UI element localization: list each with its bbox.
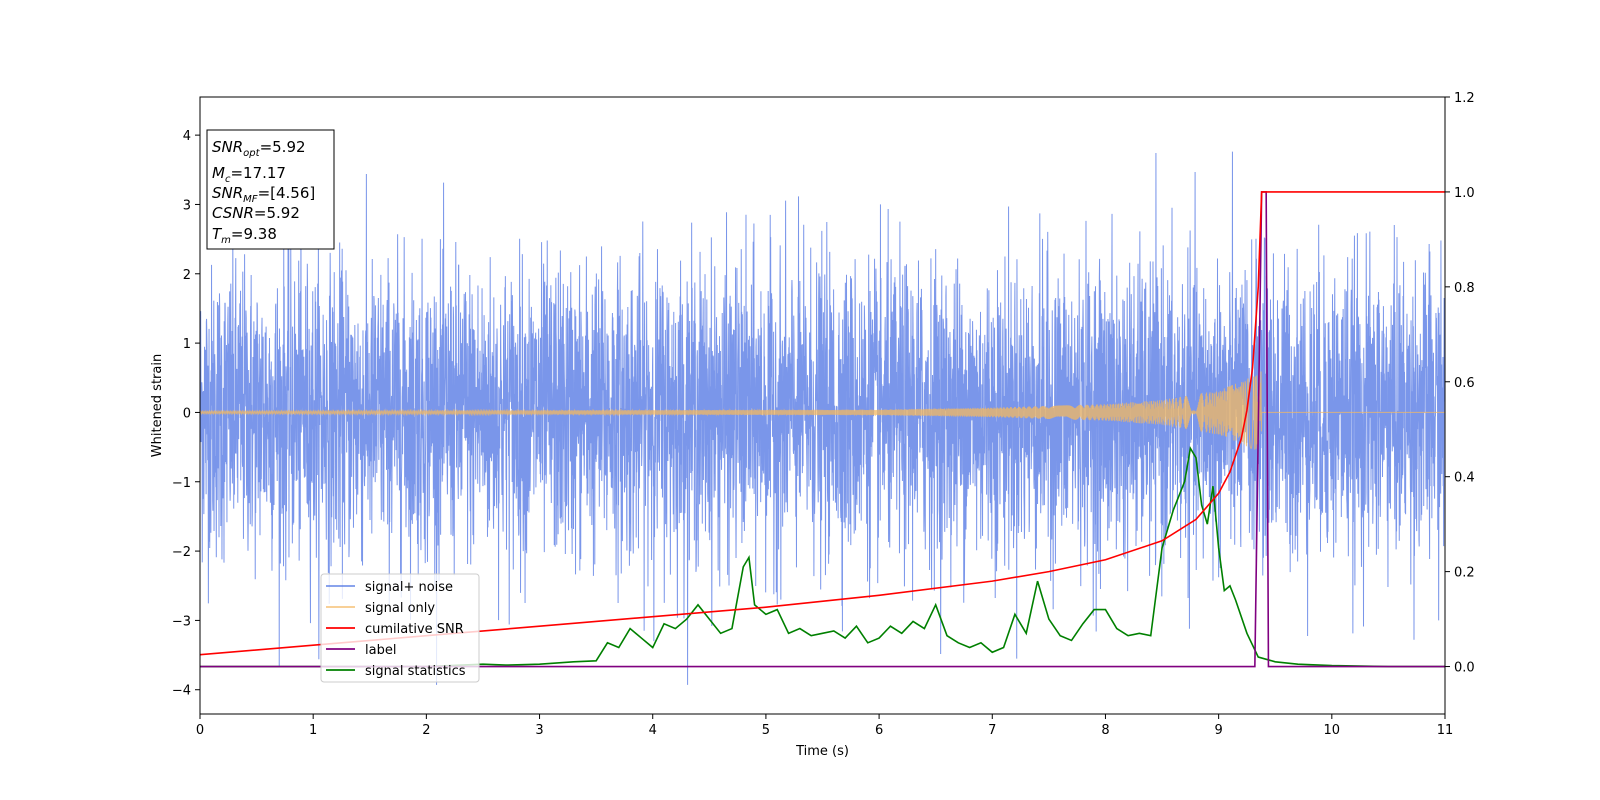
legend-entry: label: [365, 643, 396, 658]
info-box-line: SNRopt=5.92: [212, 138, 306, 159]
x-tick-label: 3: [535, 723, 543, 738]
y-left-tick-label: −3: [172, 614, 191, 629]
axes: 0 1 2 3 4 5 6 7 8 9 10 11 −4 −3 −2 −1 0 1 2 3 4 0.0 0.2 0.4 0.6 0…: [172, 91, 1475, 738]
y-left-tick-label: −4: [172, 684, 191, 699]
y-left-tick-label: −1: [172, 476, 191, 491]
y-right-tick-label: 0.8: [1454, 281, 1475, 296]
y-left-tick-label: 4: [183, 129, 191, 144]
info-box-line: Tm=9.38: [212, 225, 277, 246]
legend-entry: signal statistics: [365, 664, 466, 679]
info-box-line: CSNR=5.92: [212, 204, 300, 222]
x-tick-label: 11: [1437, 723, 1454, 738]
info-box-line: SNRMF=[4.56]: [212, 184, 315, 205]
y-right-tick-label: 0.4: [1454, 471, 1475, 486]
x-tick-label: 5: [762, 723, 770, 738]
legend-entry: cumilative SNR: [365, 622, 464, 637]
y-left-tick-label: 2: [183, 268, 191, 283]
x-tick-label: 4: [649, 723, 657, 738]
y-axis-label: Whitened strain: [150, 354, 165, 457]
x-tick-label: 7: [988, 723, 996, 738]
y-right-tick-label: 0.0: [1454, 661, 1475, 676]
legend: signal+ noise signal only cumilative SNR la…: [320, 573, 480, 683]
y-left-tick-label: 3: [183, 198, 191, 213]
y-right-tick-label: 1.2: [1454, 91, 1475, 106]
x-tick-label: 10: [1324, 723, 1341, 738]
info-box: SNRopt=5.92 Mc=17.17SNRMF=[4.56]CSNR=5.92…: [206, 129, 335, 250]
y-right-tick-label: 0.6: [1454, 376, 1475, 391]
x-tick-label: 8: [1101, 723, 1109, 738]
info-box-frame: [206, 129, 335, 250]
y-right-tick-label: 1.0: [1454, 186, 1475, 201]
series-signal-noise-line: [200, 151, 1445, 685]
info-box-line: Mc=17.17: [212, 164, 286, 185]
x-tick-label: 9: [1214, 723, 1222, 738]
legend-entry: signal only: [365, 601, 435, 616]
plot-area: [200, 151, 1445, 685]
y-right-tick-label: 0.2: [1454, 566, 1475, 581]
y-left-tick-label: 0: [183, 406, 191, 421]
x-tick-label: 0: [196, 723, 204, 738]
legend-frame: [320, 573, 480, 683]
y-left-tick-label: 1: [183, 337, 191, 352]
series-cumilative-snr-line: [200, 191, 1445, 656]
x-tick-label: 1: [309, 723, 317, 738]
x-axis-label: Time (s): [795, 744, 849, 759]
x-tick-label: 6: [875, 723, 883, 738]
x-tick-label: 2: [422, 723, 430, 738]
legend-entry: signal+ noise: [365, 580, 453, 595]
axes-frame: [199, 96, 1446, 715]
series-signal-only-line: [200, 371, 1445, 450]
y-left-tick-label: −2: [172, 545, 191, 560]
